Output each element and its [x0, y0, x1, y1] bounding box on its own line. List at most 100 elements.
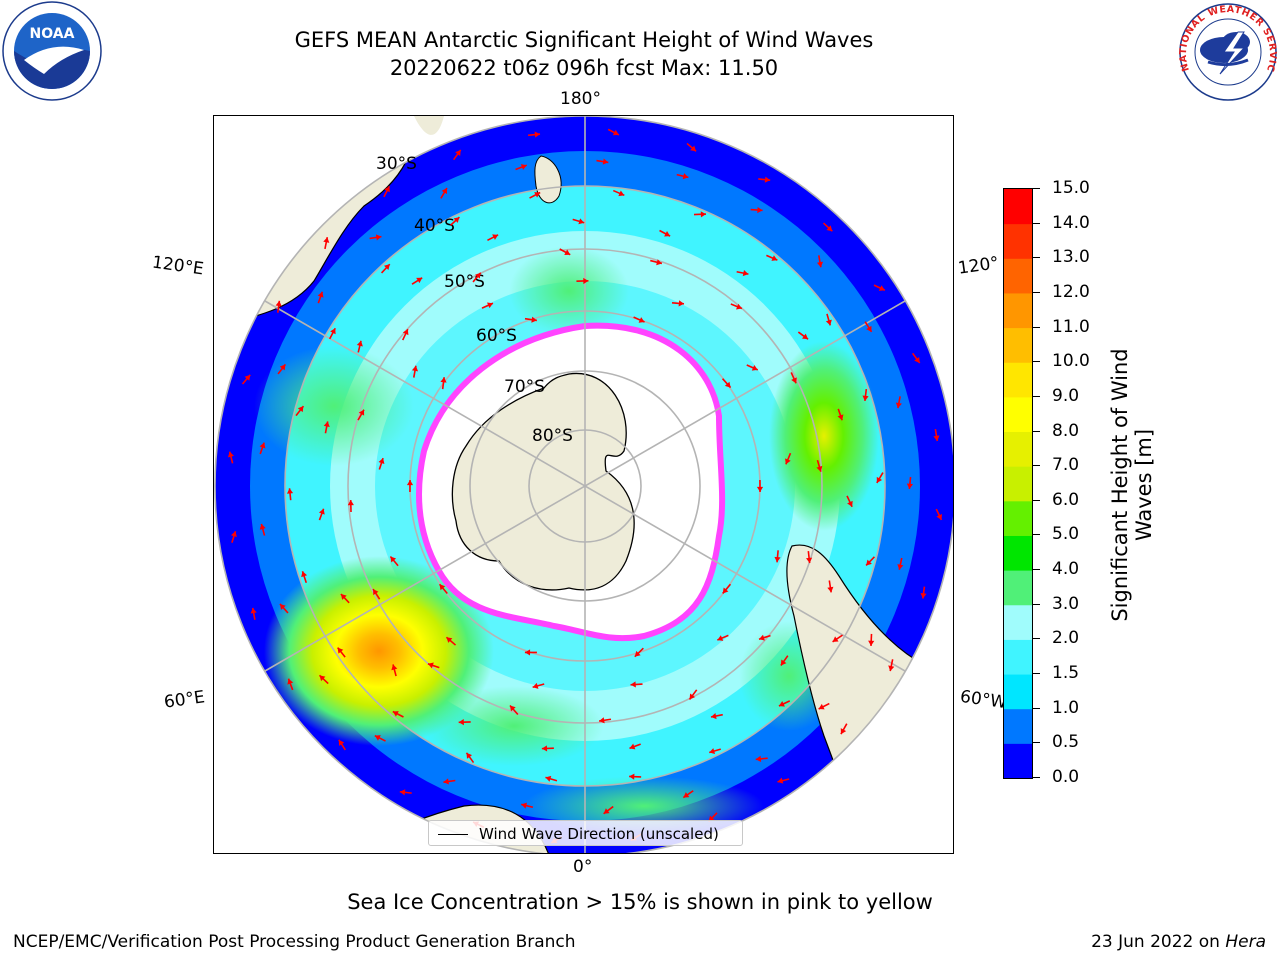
colorbar-tick-label: 8.0 [1052, 420, 1080, 441]
wave-direction-arrowhead [427, 662, 434, 669]
wave-direction-arrowhead [914, 357, 920, 363]
colorbar [1003, 188, 1033, 779]
lon-label-60e: 60°E [162, 687, 207, 713]
colorbar-swatch [1004, 396, 1032, 433]
wave-direction-arrowhead [374, 735, 381, 741]
wave-direction-arrowhead [724, 381, 731, 388]
wave-direction-arrowhead [825, 319, 832, 326]
wave-direction-arrowhead [602, 158, 609, 165]
wave-direction-arrowhead [866, 559, 872, 566]
wave-direction-arrowhead [717, 635, 724, 641]
lat-label-30: 30°S [376, 154, 417, 174]
wave-direction-arrowhead [541, 745, 548, 752]
wave-direction-arrowhead [347, 500, 354, 506]
wave-direction-arrowhead [774, 556, 781, 563]
wave-direction-arrowhead [840, 728, 847, 735]
lon-label-120e: 120°E [150, 252, 205, 280]
colorbar-swatch [1004, 639, 1032, 675]
chart-subtitle-run: 20220622 t06z 096h fcst Max: 11.50 [389, 56, 779, 80]
lat-label-70: 70°S [504, 377, 545, 397]
wave-direction-arrowhead [391, 664, 398, 671]
wave-direction-arrowhead [784, 458, 791, 465]
wave-direction-arrowhead [466, 752, 473, 759]
colorbar-tick-label: 1.5 [1052, 663, 1080, 684]
wave-direction-arrowhead [771, 255, 778, 261]
colorbar-tick-mark [1033, 638, 1040, 640]
colorbar-tick-mark [1033, 707, 1040, 709]
wave-direction-arrowhead [895, 402, 902, 409]
wave-direction-arrowhead [936, 513, 943, 520]
wave-direction-arrowhead [736, 303, 742, 310]
wave-direction-arrowhead [826, 225, 833, 232]
wave-direction-arrowhead [244, 374, 251, 381]
colorbar-swatch [1004, 258, 1032, 294]
wave-direction-arrowhead [373, 589, 379, 596]
colorbar-tick-label: 10.0 [1052, 351, 1090, 372]
wave-direction-arrowhead [583, 277, 589, 285]
legend: Wind Wave Direction (unscaled) [428, 820, 743, 846]
wave-direction-arrowhead [638, 317, 645, 323]
wave-direction-arrowhead [521, 802, 527, 809]
wave-direction-arrowhead [250, 607, 257, 614]
colorbar-swatch [1004, 708, 1032, 744]
colorbar-swatch [1004, 431, 1032, 467]
wave-direction-arrowhead [358, 409, 365, 416]
colorbar-swatch [1004, 362, 1032, 398]
colorbar-swatch [1004, 604, 1032, 640]
colorbar-swatch [1004, 570, 1032, 606]
wave-direction-arrowhead [656, 259, 662, 266]
sea-ice-note: Sea Ice Concentration > 15% is shown in … [347, 890, 933, 914]
wave-direction-arrowhead [475, 272, 481, 279]
wave-direction-arrowhead [764, 176, 771, 183]
wave-direction-arrowhead [759, 634, 765, 641]
colorbar-tick-label: 4.0 [1052, 559, 1080, 580]
wave-direction-arrowhead [802, 333, 809, 340]
wave-direction-arrowhead [722, 587, 729, 594]
colorbar-tick-mark [1033, 188, 1040, 189]
wave-direction-arrowhead [742, 270, 749, 277]
colorbar-tick-label: 12.0 [1052, 281, 1090, 302]
wave-direction-arrowhead [392, 711, 399, 717]
wave-direction-arrowhead [338, 739, 345, 746]
wave-direction-arrowhead [832, 636, 839, 642]
wave-direction-arrowhead [227, 451, 234, 458]
lon-label-0: 0° [573, 857, 593, 877]
wave-direction-arrowhead [868, 640, 875, 646]
wave-direction-arrowhead [818, 703, 825, 710]
wave-direction-arrowhead [443, 778, 449, 785]
wave-direction-arrowhead [837, 414, 844, 421]
lat-label-50: 50°S [444, 272, 485, 292]
wave-direction-arrowhead [755, 755, 762, 762]
wave-direction-arrowhead [259, 442, 266, 449]
lat-label-40: 40°S [414, 216, 455, 236]
lon-label-60w: 60°W [958, 686, 1009, 714]
map-panel: 30°S 40°S 50°S 60°S 70°S 80°S Wind Wave … [213, 115, 954, 854]
wave-direction-arrowhead [756, 486, 764, 492]
wave-direction-arrowhead [455, 149, 461, 156]
wave-direction-arrowhead [682, 173, 689, 180]
wave-direction-arrowhead [778, 701, 785, 707]
wave-direction-arrowhead [664, 230, 671, 237]
wave-direction-arrowhead [446, 637, 453, 643]
colorbar-tick-label: 14.0 [1052, 212, 1090, 233]
colorbar-swatch [1004, 743, 1032, 778]
graticule [214, 116, 953, 853]
wave-direction-arrowhead [827, 586, 834, 593]
colorbar-tick-mark [1033, 499, 1040, 501]
wave-direction-arrowhead [751, 364, 758, 371]
legend-label: Wind Wave Direction (unscaled) [479, 825, 719, 843]
wave-direction-arrowhead [375, 234, 382, 241]
wave-direction-arrowhead [287, 678, 294, 685]
colorbar-tick-mark [1033, 361, 1040, 363]
wave-direction-arrowhead [337, 647, 344, 654]
wave-direction-arrowhead [920, 592, 927, 599]
colorbar-tick-mark [1033, 326, 1040, 328]
wave-direction-arrowhead [897, 564, 904, 570]
wave-direction-arrowhead [259, 523, 266, 530]
wave-direction-arrowhead [791, 377, 797, 384]
colorbar-label: Significant Height of Wind Waves [m] [1108, 348, 1156, 622]
wave-direction-arrowhead [888, 665, 895, 672]
colorbar-swatch [1004, 466, 1032, 502]
colorbar-swatch [1004, 535, 1032, 571]
polar-map: 30°S 40°S 50°S 60°S 70°S 80°S [214, 116, 953, 853]
